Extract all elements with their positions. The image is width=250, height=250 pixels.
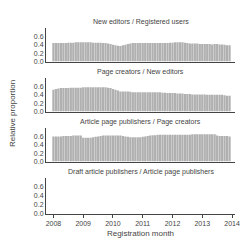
- svg-text:0.2: 0.2: [34, 201, 44, 208]
- svg-text:0.0: 0.0: [34, 210, 44, 217]
- svg-text:0.2: 0.2: [34, 100, 44, 107]
- svg-text:Relative proportion: Relative proportion: [8, 80, 17, 147]
- svg-text:Page creators / New editors: Page creators / New editors: [97, 68, 184, 76]
- svg-text:0.0: 0.0: [34, 158, 44, 165]
- svg-text:2011: 2011: [135, 220, 150, 227]
- svg-text:0.0: 0.0: [34, 58, 44, 65]
- svg-text:0.2: 0.2: [34, 150, 44, 157]
- svg-text:2010: 2010: [105, 220, 121, 227]
- svg-text:Draft article publishers / Art: Draft article publishers / Article page …: [68, 168, 214, 176]
- svg-text:0.4: 0.4: [34, 141, 44, 148]
- svg-text:0.0: 0.0: [34, 108, 44, 115]
- svg-text:0.6: 0.6: [34, 33, 44, 40]
- svg-text:0.4: 0.4: [34, 91, 44, 98]
- svg-text:New editors / Registered users: New editors / Registered users: [93, 18, 189, 26]
- svg-text:Article page publishers / Page: Article page publishers / Page creators: [80, 118, 201, 126]
- svg-text:0.6: 0.6: [34, 183, 44, 190]
- svg-text:2008: 2008: [46, 220, 62, 227]
- svg-text:0.6: 0.6: [34, 133, 44, 140]
- svg-text:0.4: 0.4: [34, 41, 44, 48]
- svg-text:Registration month: Registration month: [107, 229, 174, 238]
- svg-text:0.6: 0.6: [34, 83, 44, 90]
- svg-text:2012: 2012: [165, 220, 181, 227]
- svg-text:0.2: 0.2: [34, 50, 44, 57]
- svg-text:0.4: 0.4: [34, 192, 44, 199]
- svg-text:2009: 2009: [75, 220, 91, 227]
- svg-text:2014: 2014: [224, 220, 240, 227]
- svg-text:2013: 2013: [194, 220, 210, 227]
